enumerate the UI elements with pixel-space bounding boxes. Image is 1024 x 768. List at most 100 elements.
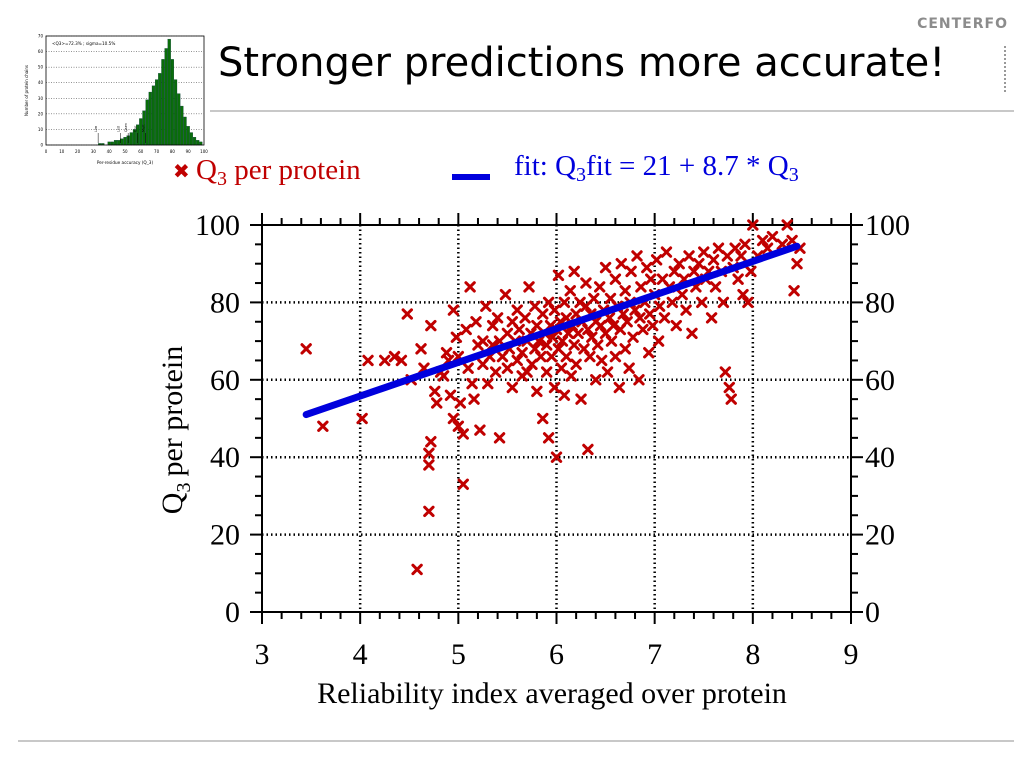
data-point	[719, 366, 732, 378]
data-point	[548, 381, 561, 394]
data-point	[521, 366, 533, 378]
data-point	[464, 281, 476, 293]
data-point	[493, 432, 506, 444]
data-point	[705, 312, 718, 324]
data-point	[590, 374, 602, 386]
data-point	[634, 312, 646, 324]
data-point	[599, 261, 612, 274]
data-point	[450, 331, 463, 343]
data-point	[686, 327, 698, 340]
data-point	[526, 358, 538, 371]
data-point	[447, 304, 460, 316]
data-point	[725, 393, 737, 405]
data-point	[788, 285, 800, 297]
data-point	[707, 254, 720, 266]
data-point	[633, 374, 645, 386]
data-point	[588, 292, 600, 305]
data-point	[688, 265, 700, 278]
data-point	[676, 288, 688, 301]
data-point	[564, 285, 576, 297]
data-point	[680, 304, 692, 316]
data-point	[683, 250, 695, 262]
data-point	[766, 230, 779, 243]
legend-points-q: Q	[196, 154, 217, 186]
data-point	[437, 370, 450, 382]
x-tick-label: 6	[549, 638, 564, 671]
x-tick-label: 3	[255, 638, 270, 671]
data-point	[673, 258, 685, 270]
data-point	[457, 428, 469, 440]
x-tick-label: 5	[451, 638, 466, 671]
data-point	[552, 269, 565, 282]
data-point	[482, 377, 494, 390]
data-point	[558, 296, 571, 309]
data-point	[635, 281, 647, 293]
data-point	[621, 316, 633, 328]
data-point	[601, 366, 614, 378]
y-axis-title-q: Q	[156, 492, 189, 514]
data-point	[395, 354, 408, 367]
data-point	[615, 258, 627, 270]
data-point	[480, 300, 492, 312]
thumb-annotation-label: Gor	[134, 125, 138, 132]
thumb-y-tick-label: 20	[38, 111, 44, 116]
data-point	[613, 381, 626, 394]
data-point	[489, 366, 502, 378]
data-point	[565, 370, 577, 382]
data-point	[666, 296, 679, 309]
data-point	[535, 350, 547, 363]
y-axis-title-sub: 3	[173, 483, 195, 493]
thumb-x-tick-label: 70	[154, 149, 160, 154]
thumb-y-tick-label: 40	[38, 80, 44, 85]
data-point	[542, 432, 555, 444]
data-point	[593, 281, 606, 293]
data-point	[761, 242, 774, 254]
data-point	[594, 319, 607, 332]
legend-point-marker: ✖	[173, 161, 190, 183]
data-point	[499, 288, 512, 301]
data-point	[511, 354, 523, 367]
data-point	[629, 304, 641, 316]
thumb-y-title: Number of protein chains	[24, 65, 29, 116]
data-point	[423, 505, 435, 518]
thumb-x-tick-label: 40	[107, 149, 113, 154]
data-point	[643, 347, 655, 359]
data-point	[575, 393, 587, 405]
thumb-x-tick-label: 50	[122, 149, 128, 154]
x-axis-title: Reliability index averaged over protein	[317, 677, 787, 710]
data-point	[415, 343, 427, 355]
data-point	[737, 288, 749, 301]
histogram-chart: 0 10 20 30 40 50 60 70 0 10 20 30 40 50 60 70 80 90 100 Lim…	[24, 34, 208, 166]
y-tick-label-left: 0	[225, 596, 240, 629]
data-point	[568, 265, 580, 278]
data-point	[623, 362, 635, 374]
data-point	[454, 397, 466, 409]
data-point	[619, 285, 631, 297]
data-point	[537, 308, 549, 320]
y-tick-label-left: 80	[210, 286, 240, 319]
thumb-annotation-label: Lsd	[116, 126, 120, 132]
x-tick-label: 9	[844, 638, 859, 671]
fit-line	[302, 242, 801, 419]
thumb-x-tick-label: 30	[91, 149, 97, 154]
thumb-x-tick-label: 100	[200, 149, 208, 154]
data-point	[781, 219, 793, 231]
thumb-y-tick-label: 60	[38, 49, 44, 54]
data-point	[540, 366, 553, 378]
data-point	[625, 265, 637, 278]
x-tick-label: 4	[353, 638, 368, 671]
thumb-annotation-label: Qsen	[124, 123, 128, 132]
data-point	[388, 350, 401, 363]
data-point	[609, 273, 622, 285]
data-point	[709, 281, 722, 293]
y-tick-label-right: 60	[865, 364, 895, 397]
data-point	[732, 273, 744, 285]
data-point	[401, 308, 413, 320]
data-point	[739, 238, 751, 251]
data-point	[468, 393, 480, 405]
data-point	[444, 389, 457, 401]
data-point	[462, 362, 474, 374]
x-tick-label: 7	[647, 638, 662, 671]
data-point	[647, 319, 659, 332]
data-point	[423, 459, 435, 471]
